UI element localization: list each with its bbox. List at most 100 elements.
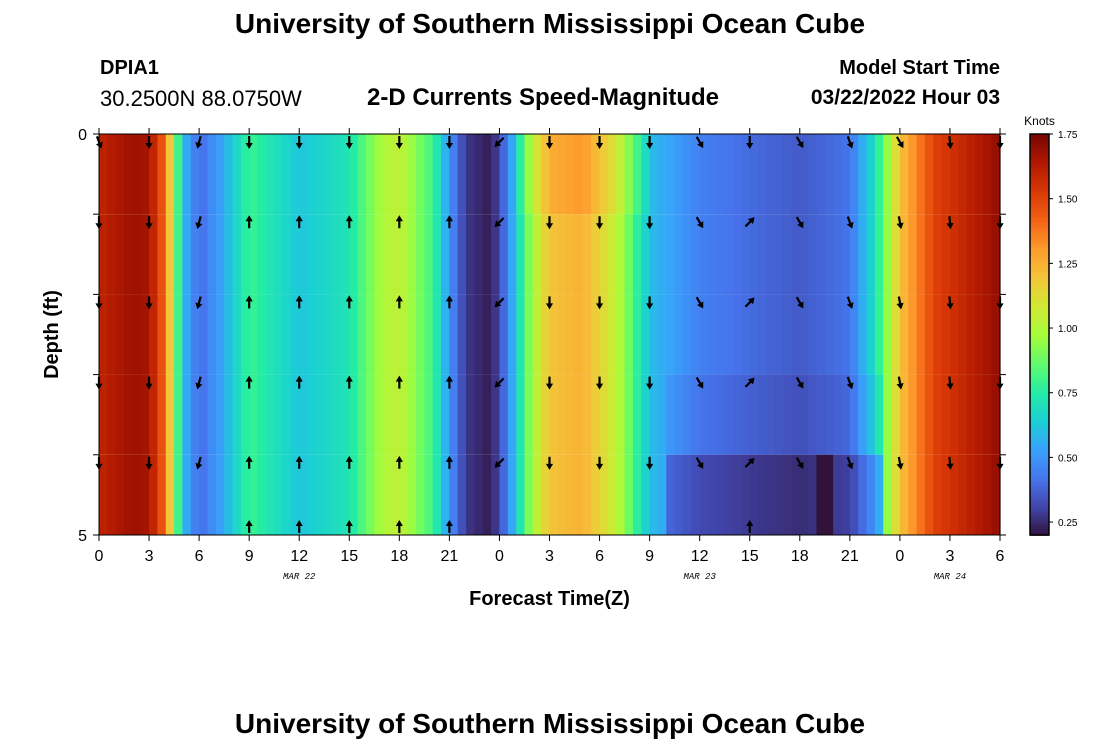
- current-arrow: [195, 456, 203, 470]
- colorbar-band: [1030, 344, 1049, 349]
- heatmap-cell: [599, 214, 609, 295]
- current-arrow: [395, 215, 403, 229]
- heatmap-cell: [541, 134, 551, 215]
- colorbar-band: [1030, 150, 1049, 155]
- heatmap-cell: [257, 134, 267, 215]
- heatmap-cell: [566, 134, 576, 215]
- heatmap-cell: [966, 374, 976, 455]
- heatmap-cell: [874, 294, 884, 375]
- current-arrow: [395, 519, 403, 533]
- heatmap-cell: [449, 374, 459, 455]
- heatmap-cell: [224, 454, 234, 535]
- heatmap-cell: [691, 134, 701, 215]
- heatmap-cell: [866, 374, 876, 455]
- heatmap-cell: [124, 134, 133, 215]
- colorbar-band: [1030, 428, 1049, 433]
- colorbar-band: [1030, 137, 1049, 142]
- heatmap-cell: [132, 294, 142, 375]
- colorbar-band: [1030, 498, 1049, 503]
- heatmap-cell: [332, 374, 342, 455]
- heatmap-cell: [849, 454, 859, 535]
- heatmap-cell: [783, 454, 793, 535]
- heatmap-cell: [791, 454, 801, 535]
- heatmap-cell: [808, 454, 818, 535]
- heatmap-cell: [908, 214, 918, 295]
- heatmap-cell: [182, 134, 192, 215]
- current-arrow: [545, 136, 554, 150]
- heatmap-cell: [416, 294, 425, 375]
- heatmap-cell: [974, 374, 984, 455]
- heatmap-cell: [457, 454, 467, 535]
- heatmap-cell: [783, 294, 793, 375]
- heatmap-cell: [666, 214, 676, 295]
- heatmap-cell: [549, 214, 559, 295]
- heatmap-cell: [708, 454, 717, 535]
- heatmap-cell: [115, 134, 125, 215]
- heatmap-cell: [207, 294, 217, 375]
- heatmap-cell: [582, 134, 592, 215]
- current-arrow: [646, 136, 654, 150]
- heatmap-cell: [124, 454, 133, 535]
- colorbar-band: [1030, 144, 1049, 149]
- heatmap-cell: [616, 454, 626, 535]
- current-arrow: [345, 375, 353, 389]
- colorbar-band: [1030, 334, 1049, 339]
- heatmap-cell: [641, 294, 651, 375]
- heatmap-cell: [666, 454, 676, 535]
- heatmap-cell: [983, 294, 993, 375]
- colorbar-band: [1030, 194, 1049, 199]
- heatmap-cell: [516, 294, 526, 375]
- colorbar-band: [1030, 207, 1049, 212]
- current-arrow: [395, 375, 403, 389]
- heatmap-cell: [165, 214, 175, 295]
- heatmap-cell: [441, 454, 450, 535]
- heatmap-cell: [607, 214, 617, 295]
- heatmap-cell: [290, 214, 300, 295]
- heatmap-cell: [808, 374, 818, 455]
- heatmap-cell: [299, 294, 309, 375]
- heatmap-cell: [949, 294, 959, 375]
- colorbar-band: [1030, 524, 1049, 530]
- heatmap-cell: [607, 294, 617, 375]
- heatmap-cell: [349, 294, 359, 375]
- heatmap-cell: [199, 134, 209, 215]
- current-arrow: [795, 457, 804, 469]
- heatmap-cell: [232, 454, 242, 535]
- colorbar-band: [1030, 471, 1049, 476]
- heatmap-cell: [808, 294, 818, 375]
- heatmap-cell: [274, 134, 284, 215]
- heatmap-cell: [991, 454, 1001, 535]
- heatmap-cell: [899, 454, 909, 535]
- heatmap-cell: [549, 454, 559, 535]
- heatmap-cell: [841, 294, 851, 375]
- heatmap-cell: [474, 374, 484, 455]
- current-arrow: [445, 375, 453, 389]
- heatmap-cell: [532, 374, 542, 455]
- colorbar-band: [1030, 461, 1049, 466]
- heatmap-cell: [549, 374, 559, 455]
- colorbar-band: [1030, 224, 1049, 229]
- heatmap-cell: [774, 134, 784, 215]
- heatmap-cell: [858, 454, 868, 535]
- heatmap-cell: [566, 374, 576, 455]
- colorbar-band: [1030, 404, 1049, 409]
- heatmap-cell: [491, 134, 501, 215]
- heatmap-cell: [758, 214, 768, 295]
- heatmap-cell: [682, 454, 692, 535]
- heatmap-cell: [482, 374, 492, 455]
- colorbar-band: [1030, 414, 1049, 419]
- heatmap-cell: [924, 294, 934, 375]
- colorbar-tick-label: 0.25: [1058, 518, 1078, 529]
- current-arrow: [145, 216, 153, 230]
- heatmap-cell: [941, 374, 951, 455]
- colorbar-band: [1030, 297, 1049, 302]
- colorbar-band: [1030, 441, 1049, 446]
- current-arrow: [345, 136, 353, 150]
- heatmap-cell: [199, 294, 209, 375]
- heatmap-cell: [441, 294, 450, 375]
- heatmap-cell: [591, 134, 601, 215]
- colorbar-band: [1030, 354, 1049, 359]
- heatmap-cell: [849, 294, 859, 375]
- heatmap-cell: [691, 374, 701, 455]
- heatmap-cell: [607, 374, 617, 455]
